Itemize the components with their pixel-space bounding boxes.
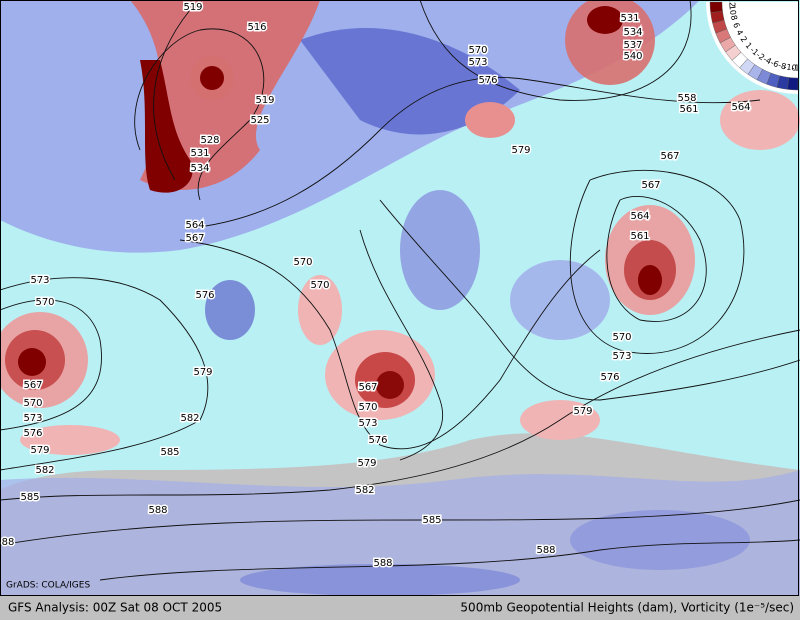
colorbar-label: 6: [731, 21, 741, 29]
contour-label: 534: [190, 163, 209, 174]
colorbar-segment: [787, 77, 799, 91]
contour-label: 567: [358, 382, 377, 393]
contour-label: 570: [612, 332, 631, 343]
contour-label: 519: [255, 95, 274, 106]
contour-label: 570: [468, 45, 487, 56]
contour-label: 537: [623, 40, 642, 51]
contour-label: 585: [160, 447, 179, 458]
contour-label: 570: [293, 257, 312, 268]
contour-label: 579: [30, 445, 49, 456]
contour-label: 531: [620, 13, 639, 24]
contour-label: 576: [195, 290, 214, 301]
colorbar-label: -6: [769, 58, 780, 69]
contour-label: 564: [630, 211, 649, 222]
contour-label: 576: [23, 428, 42, 439]
contour-label: 519: [183, 2, 202, 13]
contour-label: 588: [536, 545, 555, 556]
contour-label: 528: [200, 135, 219, 146]
contour-label: 588: [373, 558, 392, 569]
contour-label: 576: [478, 75, 497, 86]
contour-label: 579: [511, 145, 530, 156]
contour-label: 588: [148, 505, 167, 516]
contour-label: 534: [623, 27, 642, 38]
contour-label: 570: [23, 398, 42, 409]
contour-label: 88: [2, 537, 15, 548]
colorbar-backdrop: [706, 2, 798, 94]
colorbar-segment: [709, 1, 723, 13]
contour-label: 582: [355, 485, 374, 496]
contour-label: 567: [185, 233, 204, 244]
contour-label: 585: [20, 492, 39, 503]
colorbar-label: -4: [762, 55, 773, 67]
colorbar-label: 10: [727, 4, 737, 15]
height-contours: [0, 0, 800, 581]
contour-label: 573: [30, 275, 49, 286]
contour-label: 561: [630, 231, 649, 242]
map-frame: [0, 0, 799, 596]
contour-label: 573: [358, 418, 377, 429]
footer-right: 500mb Geopotential Heights (dam), Vortic…: [460, 601, 794, 615]
contour-label: 525: [250, 115, 269, 126]
contour-label: 573: [23, 413, 42, 424]
colorbar-label: 8: [729, 14, 739, 21]
contour-label: 585: [422, 515, 441, 526]
contour-label: 570: [358, 402, 377, 413]
contour-labels: 5195165195255285315345645675705735705675…: [0, 1, 752, 571]
contour-label: 567: [641, 180, 660, 191]
colorbar-label: 2: [739, 35, 749, 44]
contour-label: 567: [23, 380, 42, 391]
colorbar-label: 4: [734, 28, 744, 37]
footer-left: GFS Analysis: 00Z Sat 08 OCT 2005: [8, 601, 222, 615]
credit: GrADS: COLA/IGES: [6, 581, 90, 591]
colorbar-label: -10: [783, 62, 797, 73]
contour-label: 582: [180, 413, 199, 424]
vorticity-field: [0, 0, 800, 596]
contour-label: 567: [660, 151, 679, 162]
contour-label: 564: [185, 220, 204, 231]
colorbar-label: -8: [777, 61, 787, 72]
contour-label: 579: [193, 367, 212, 378]
contour-label: 573: [468, 57, 487, 68]
colorbar-label: -12: [791, 64, 800, 73]
contour-label: 561: [679, 104, 698, 115]
contour-label: 576: [368, 435, 387, 446]
contour-label: 573: [612, 351, 631, 362]
contour-label: 582: [35, 465, 54, 476]
footer-bar: [0, 596, 800, 620]
contour-label: 570: [35, 297, 54, 308]
colorbar-label: 12: [728, 0, 737, 7]
contour-label: 531: [190, 148, 209, 159]
colorbar-label: -2: [755, 50, 767, 62]
contour-label: 564: [731, 102, 750, 113]
colorbar-label: 1: [744, 41, 754, 51]
contour-label: 579: [573, 406, 592, 417]
contour-label: 579: [357, 458, 376, 469]
contour-label: 570: [310, 280, 329, 291]
contour-label: 558: [677, 93, 696, 104]
colorbar-label: -1: [748, 45, 760, 57]
contour-label: 576: [600, 372, 619, 383]
contour-label: 516: [247, 22, 266, 33]
contour-label: 540: [623, 51, 642, 62]
